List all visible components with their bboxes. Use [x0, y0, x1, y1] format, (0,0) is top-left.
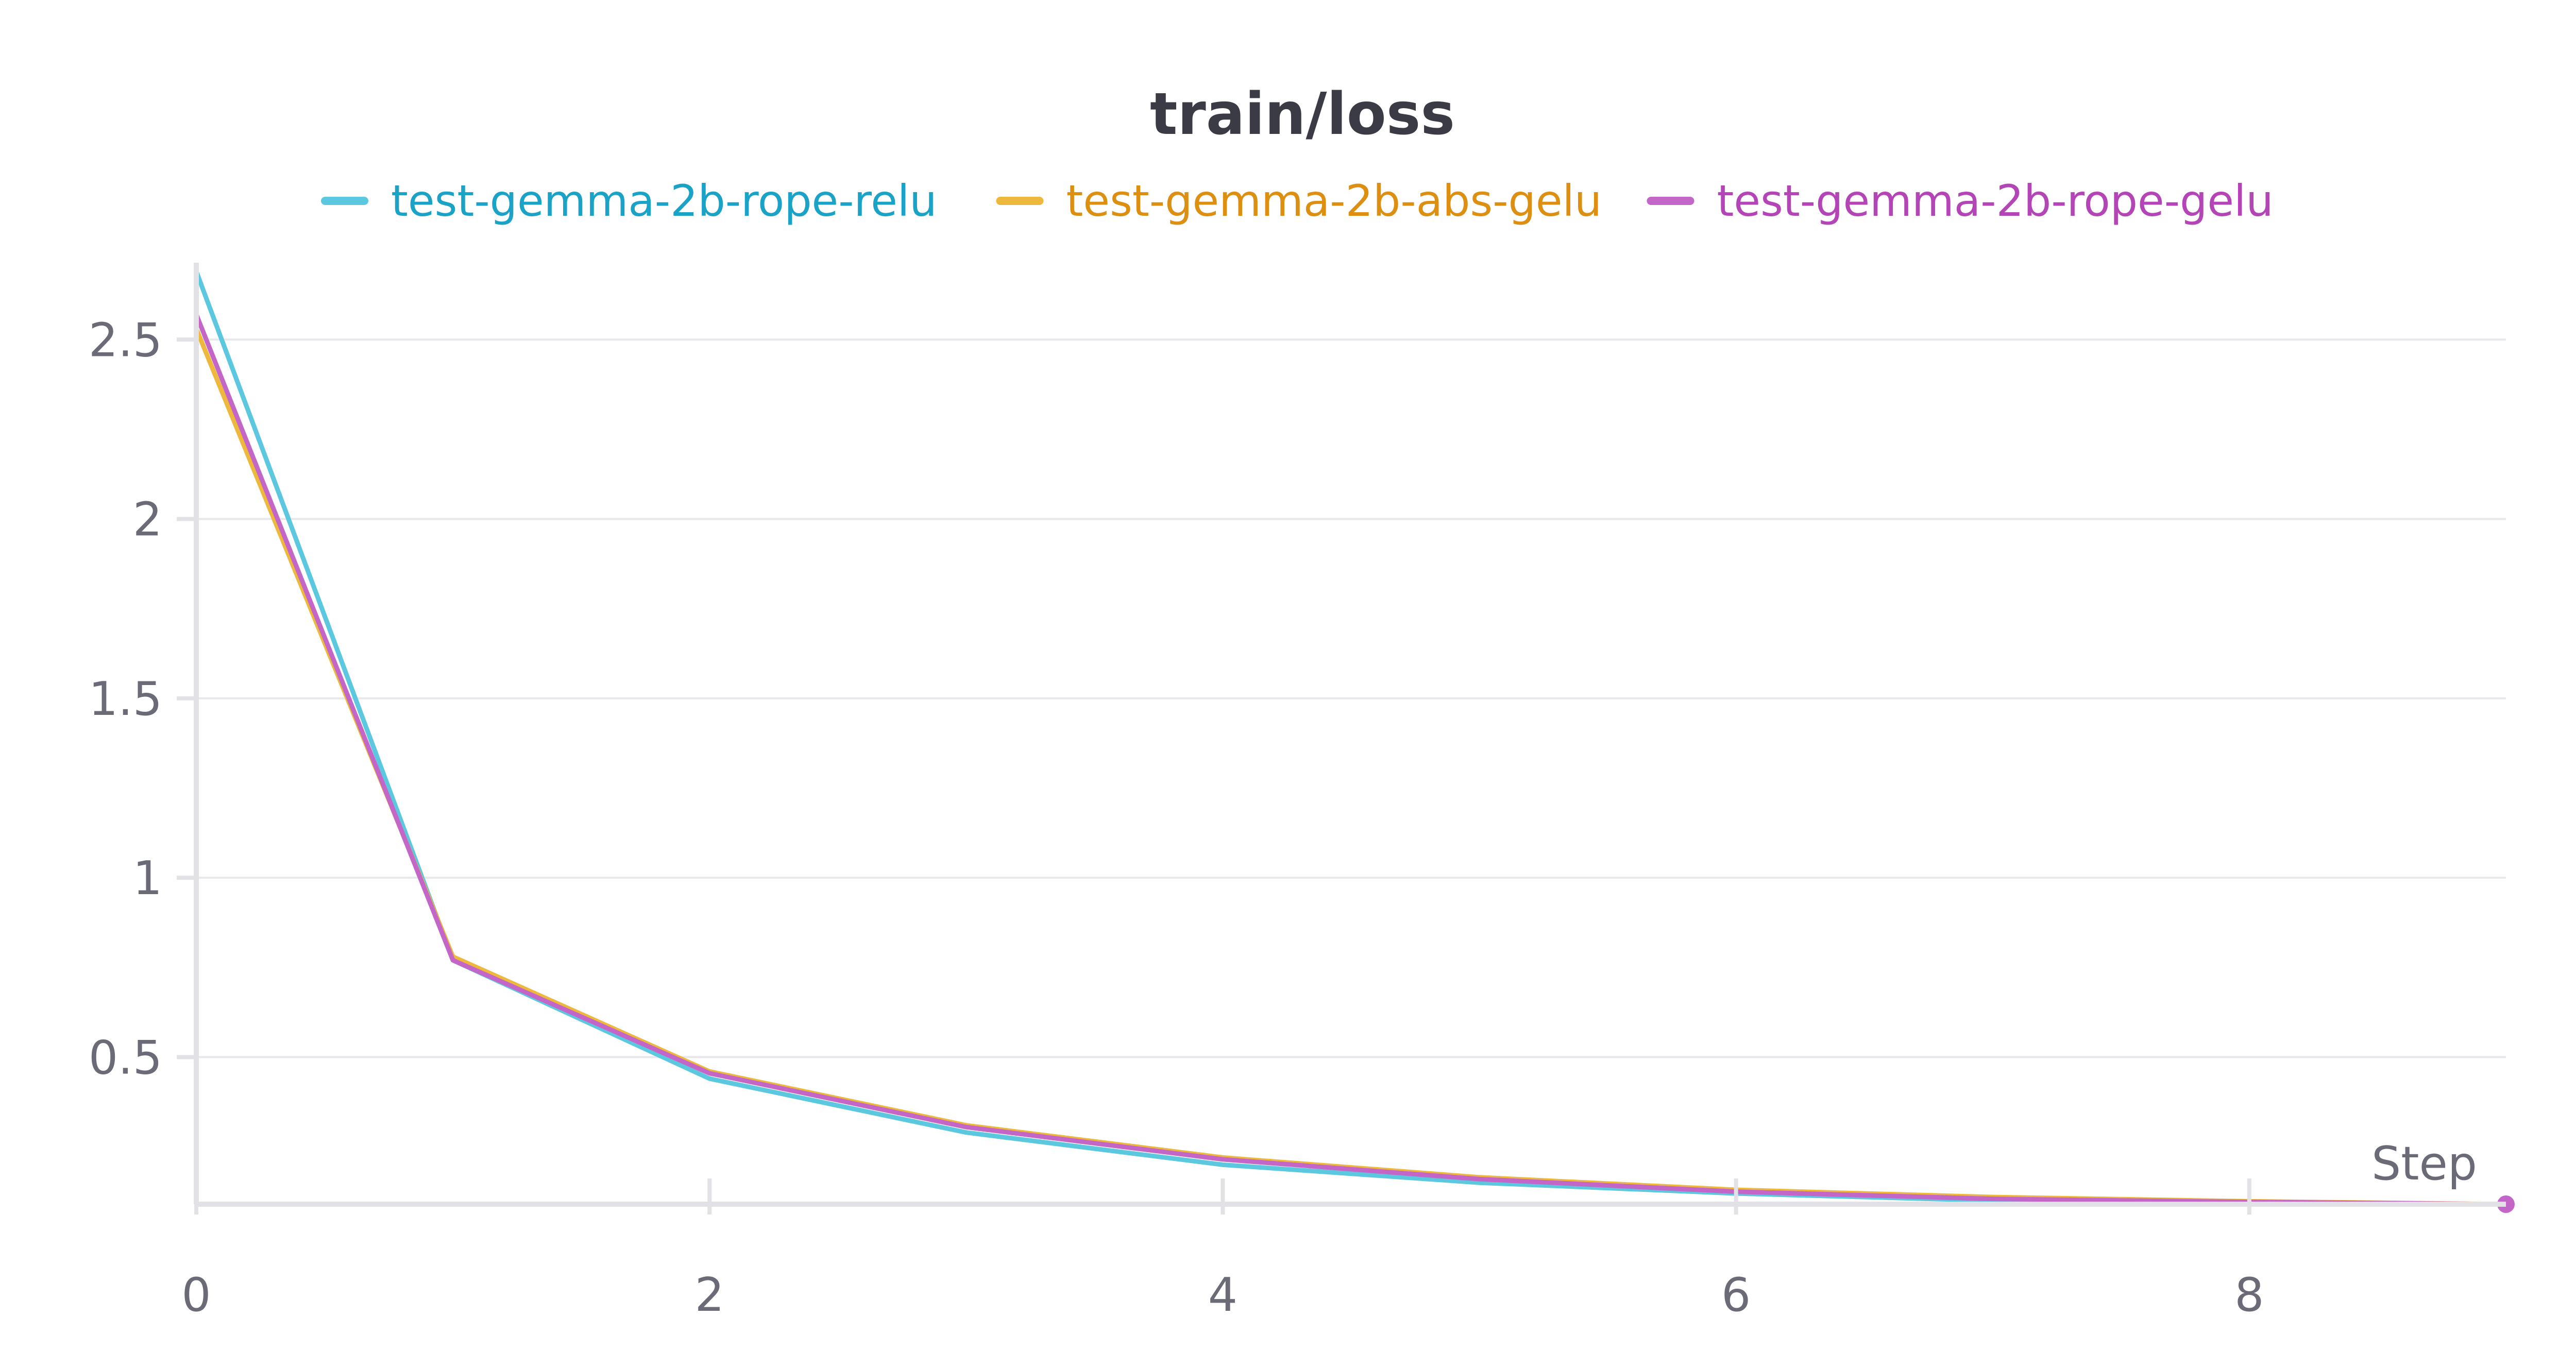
legend-label: test-gemma-2b-rope-gelu: [1717, 176, 2274, 226]
x-tick-label: 4: [1208, 1268, 1238, 1322]
x-tick-label: 8: [2234, 1268, 2264, 1322]
legend-label: test-gemma-2b-rope-relu: [391, 176, 937, 226]
axes: 0.5 1 1.5 2 2.5 0 2 4 6 8: [89, 263, 2506, 1322]
x-tick-label: 6: [1721, 1268, 1751, 1322]
series-line-test-gemma-2b-rope-gelu[interactable]: [194, 312, 2509, 1207]
series-line-test-gemma-2b-abs-gelu[interactable]: [194, 326, 2509, 1207]
series-line-test-gemma-2b-rope-relu[interactable]: [194, 269, 2509, 1207]
y-tick-label: 0.5: [89, 1031, 162, 1085]
legend-item[interactable]: test-gemma-2b-rope-gelu: [1647, 176, 2274, 226]
plot-area[interactable]: [194, 269, 2515, 1213]
y-tick-label: 2: [133, 493, 162, 547]
grid: [196, 338, 2506, 1058]
x-tick-label: 2: [695, 1268, 724, 1322]
legend-item[interactable]: test-gemma-2b-rope-relu: [321, 176, 937, 226]
legend-label: test-gemma-2b-abs-gelu: [1066, 176, 1602, 226]
x-axis-label: Step: [2371, 1137, 2477, 1191]
x-tick-label: 0: [181, 1268, 211, 1322]
legend-item[interactable]: test-gemma-2b-abs-gelu: [996, 176, 1602, 226]
y-tick-label: 1: [133, 851, 162, 905]
y-tick-label: 2.5: [89, 313, 162, 367]
y-tick-label: 1.5: [89, 672, 162, 726]
legend[interactable]: test-gemma-2b-rope-relu test-gemma-2b-abs…: [321, 176, 2274, 226]
chart-title: train/loss: [1150, 81, 1455, 148]
